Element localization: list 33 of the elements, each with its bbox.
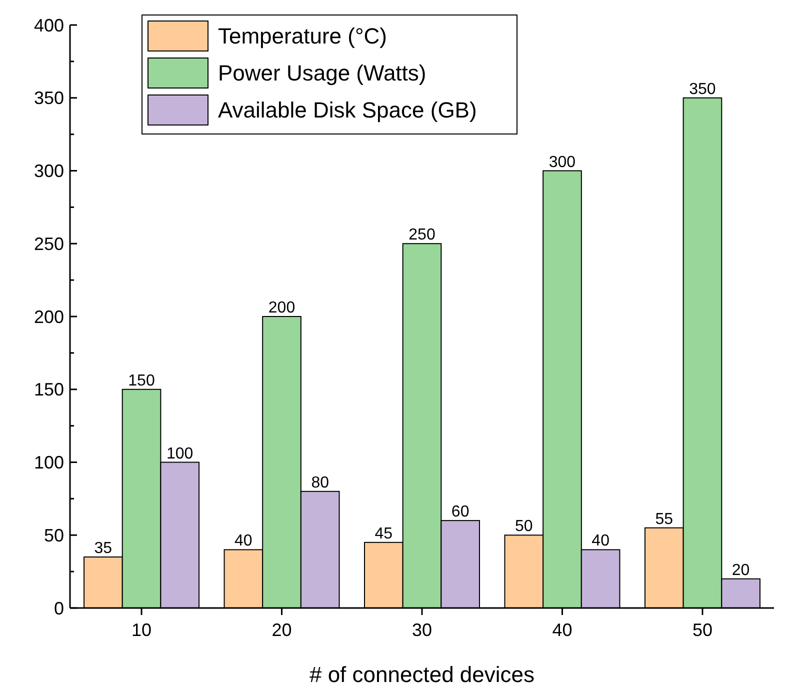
x-tick-label: 20	[272, 620, 292, 640]
y-tick-label: 0	[54, 598, 64, 618]
data-label: 300	[548, 154, 576, 171]
data-label: 200	[268, 300, 296, 316]
y-tick-label: 350	[34, 88, 64, 108]
data-label: 50	[515, 518, 533, 536]
data-label: 150	[128, 372, 155, 390]
data-label: 20	[732, 562, 750, 579]
x-tick-label: 40	[552, 620, 572, 640]
y-tick-label: 300	[34, 161, 64, 182]
y-tick-label: 200	[34, 306, 64, 327]
data-label: 250	[408, 226, 436, 244]
x-tick-label: 30	[412, 620, 432, 640]
y-tick-label: 50	[44, 525, 64, 546]
data-label: 55	[655, 510, 674, 528]
legend-label: Power Usage (Watts)	[218, 60, 426, 86]
y-tick-label: 150	[34, 380, 64, 400]
data-label: 40	[234, 532, 252, 550]
data-label: 45	[374, 525, 393, 542]
x-tick-label: 10	[132, 620, 152, 640]
data-label: 35	[94, 540, 112, 557]
y-tick-label: 250	[34, 234, 64, 254]
y-tick-label: 100	[34, 452, 64, 473]
x-axis-title: # of connected devices	[309, 662, 535, 687]
y-tick-label: 400	[34, 15, 64, 36]
data-label: 40	[592, 532, 610, 550]
data-label: 60	[451, 504, 470, 521]
data-label: 350	[689, 80, 716, 98]
x-tick-label: 50	[692, 620, 712, 640]
legend-label: Available Disk Space (GB)	[218, 98, 477, 123]
data-label: 100	[166, 445, 194, 462]
data-label: 80	[311, 474, 330, 492]
legend-label: Temperature (°C)	[218, 24, 387, 49]
